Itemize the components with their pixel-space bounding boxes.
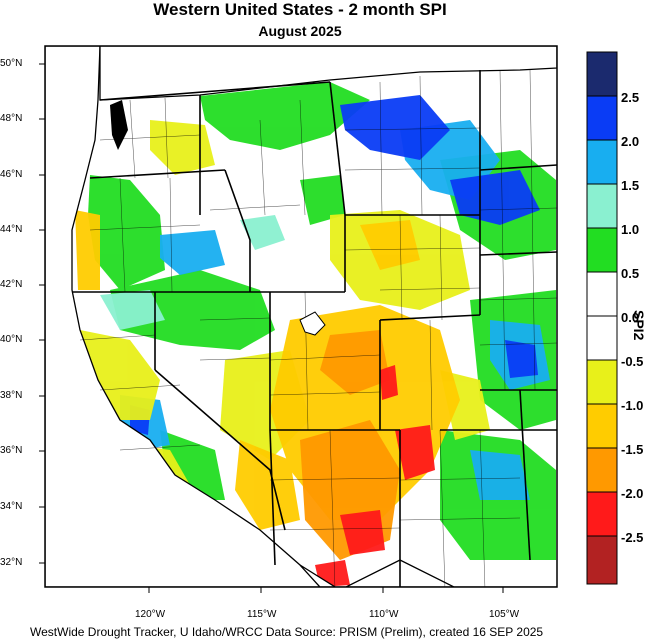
puget-sound (110, 100, 128, 150)
lon-label-120w: 120°W (135, 609, 166, 620)
lon-label-110w: 110°W (369, 609, 399, 620)
dry-severe-regions (315, 365, 435, 587)
colorbar-label: 2.0 (621, 134, 640, 149)
map-subtitle: August 2025 (258, 23, 342, 39)
canada-region (99, 46, 557, 101)
lon-label-105w: 105°W (489, 609, 520, 620)
colorbar-label: -2.0 (621, 486, 644, 501)
lat-label-46n: 46°N (0, 169, 23, 180)
colorbar-label: -1.0 (621, 398, 644, 413)
lat-label-38n: 38°N (0, 390, 23, 401)
colorbar (586, 51, 618, 585)
colorbar-title: SPI2 (631, 310, 647, 341)
colorbar-label: -2.5 (621, 530, 644, 545)
lon-label-115w: 115°W (247, 609, 277, 620)
map-footer-credit: WestWide Drought Tracker, U Idaho/WRCC D… (30, 625, 544, 639)
colorbar-label: 0.5 (621, 266, 640, 281)
mexico-region (299, 559, 557, 587)
lat-label-44n: 44°N (0, 224, 23, 235)
lat-label-42n: 42°N (0, 279, 23, 290)
latitude-ticks (39, 63, 45, 564)
colorbar-label: 0.0 (621, 310, 640, 325)
longitude-ticks (148, 587, 504, 593)
lat-label-34n: 34°N (0, 501, 23, 512)
lat-label-40n: 40°N (0, 334, 23, 345)
colorbar-label: 1.0 (621, 222, 640, 237)
county-boundaries (79, 69, 557, 587)
wet-pale-regions (100, 215, 285, 330)
colorbar-label: 2.5 (621, 90, 640, 105)
lat-label-48n: 48°N (0, 113, 23, 124)
state-boundaries (72, 70, 557, 587)
great-salt-lake (299, 311, 326, 336)
colorbar-label: 1.5 (621, 178, 640, 193)
map-title: Western United States - 2 month SPI (153, 0, 447, 19)
map-area (45, 46, 557, 587)
colorbar-label: -1.5 (621, 442, 644, 457)
colorbar-label: -0.5 (621, 354, 644, 369)
lat-label-32n: 32°N (0, 557, 23, 568)
lat-label-50n: 50°N (0, 58, 23, 69)
map-frame (44, 45, 558, 588)
lat-label-36n: 36°N (0, 445, 23, 456)
